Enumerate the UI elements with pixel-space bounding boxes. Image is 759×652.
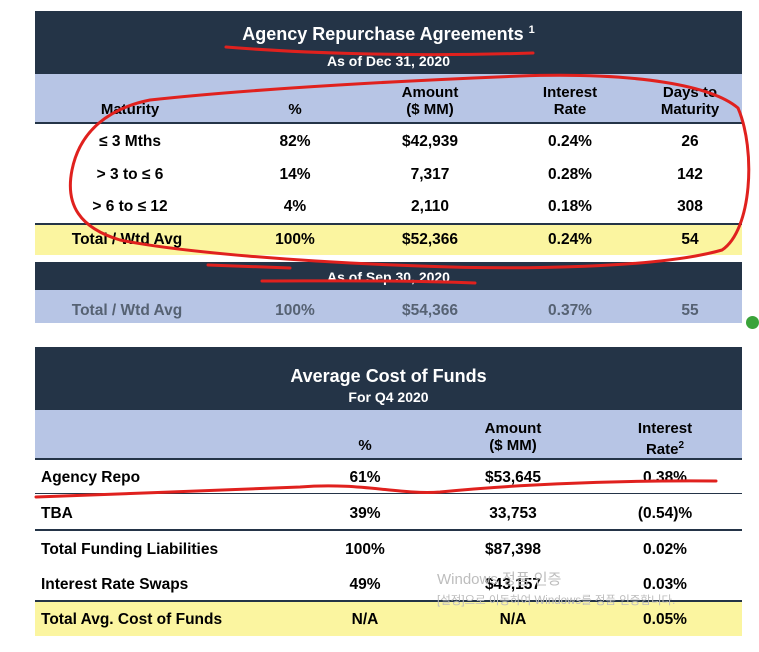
repo-prior-bar: As of Sep 30, 2020 xyxy=(35,262,742,290)
repo-total-rate: 0.24% xyxy=(548,231,592,248)
cof-header-pct: % xyxy=(358,437,372,454)
repo-row-amount: 7,317 xyxy=(410,166,450,183)
cof-row-amount: $87,398 xyxy=(484,541,542,558)
cof-row-rate: 0.03% xyxy=(643,576,687,593)
watermark-line1: Windows 정품 인증 xyxy=(437,571,562,588)
cof-row-label: TBA xyxy=(41,505,73,522)
repo-row-rate: 0.24% xyxy=(548,133,592,150)
cof-row-pct: 100% xyxy=(345,541,385,558)
cof-total-amount: N/A xyxy=(499,611,527,628)
repo-header-amount-l2: ($ MM) xyxy=(406,101,454,118)
repo-header-rate: Interest Rate xyxy=(520,84,620,118)
repo-row-rate: 0.28% xyxy=(548,166,592,183)
cof-header-rule xyxy=(35,458,742,460)
table-row: Interest Rate Swaps 49% $43,157 0.03% xyxy=(35,576,742,596)
cof-header-rate-footnote: 2 xyxy=(678,440,685,451)
repo-total-pct: 100% xyxy=(275,231,315,248)
repo-row-pct: 14% xyxy=(279,166,311,183)
repo-header-maturity: Maturity xyxy=(100,101,160,118)
repo-prior-total-amount: $54,366 xyxy=(401,302,459,319)
repo-row-amount: 2,110 xyxy=(411,198,449,215)
repo-title-bar: Agency Repurchase Agreements 1 As of Dec… xyxy=(35,11,742,74)
table-row: > 6 to ≤ 12 4% 2,110 0.18% 308 xyxy=(35,198,742,218)
cof-total-row: Total Avg. Cost of Funds N/A N/A 0.05% xyxy=(35,602,742,636)
table-row: TBA 39% 33,753 (0.54)% xyxy=(35,505,742,525)
repo-row-maturity: ≤ 3 Mths xyxy=(99,133,161,150)
cof-header-rate-l1: Interest xyxy=(637,420,693,437)
cof-row-pct: 39% xyxy=(349,505,381,522)
cof-total-rule xyxy=(35,600,742,602)
repo-row-rate: 0.18% xyxy=(548,198,592,215)
repo-row-days: 26 xyxy=(681,133,699,150)
cof-row-amount: $53,645 xyxy=(484,469,542,486)
repo-prior-total-rate: 0.37% xyxy=(548,302,592,319)
repo-title-footnote: 1 xyxy=(528,24,535,36)
repo-header-rule xyxy=(35,122,742,124)
repo-total-amount: $52,366 xyxy=(401,231,459,248)
repo-total-days: 54 xyxy=(681,231,699,248)
cof-row-label: Agency Repo xyxy=(41,469,141,486)
cof-row-rule xyxy=(35,529,742,531)
repo-header-rate-l2: Rate xyxy=(553,101,587,118)
cof-row-amount: 33,753 xyxy=(489,505,537,522)
cof-row-rate: 0.38% xyxy=(643,469,687,486)
cof-header-row: % Amount ($ MM) Interest Rate2 xyxy=(35,410,742,458)
cof-row-label: Total Funding Liabilities xyxy=(41,541,219,558)
cof-header-rate-l2-text: Rate xyxy=(645,441,679,458)
table-row: > 3 to ≤ 6 14% 7,317 0.28% 142 xyxy=(35,166,742,186)
cof-subtitle: For Q4 2020 xyxy=(348,389,429,405)
repo-header-days-l2: Maturity xyxy=(660,101,720,118)
cof-row-label: Interest Rate Swaps xyxy=(41,576,189,593)
repo-header-days: Days to Maturity xyxy=(645,84,735,118)
cof-row-rule xyxy=(35,493,742,494)
cof-header-amount-l1: Amount xyxy=(484,420,542,437)
repo-prior-total-days: 55 xyxy=(681,302,699,319)
repo-row-days: 308 xyxy=(677,198,703,215)
cof-title-bar: Average Cost of Funds For Q4 2020 xyxy=(35,347,742,410)
repo-header-amount: Amount ($ MM) xyxy=(380,84,480,118)
cof-total-pct: N/A xyxy=(351,611,379,628)
cof-header-amount: Amount ($ MM) xyxy=(463,420,563,454)
repo-header-amount-l1: Amount xyxy=(401,84,459,101)
cof-row-rate: 0.02% xyxy=(643,541,687,558)
repo-prior-total-row: Total / Wtd Avg 100% $54,366 0.37% 55 xyxy=(35,290,742,323)
table-row: Total Funding Liabilities 100% $87,398 0… xyxy=(35,541,742,561)
repo-title-text: Agency Repurchase Agreements xyxy=(242,24,524,44)
repo-header-row: Maturity % Amount ($ MM) Interest Rate D… xyxy=(35,74,742,122)
repo-title: Agency Repurchase Agreements 1 xyxy=(35,24,742,45)
cof-row-pct: 61% xyxy=(349,469,381,486)
repo-row-pct: 4% xyxy=(283,198,307,215)
repo-header-rate-l1: Interest xyxy=(542,84,598,101)
repo-row-maturity: > 3 to ≤ 6 xyxy=(96,166,164,183)
green-marker-icon xyxy=(746,316,759,329)
watermark-line2: [설정]으로 이동하여 Windows를 정품 인증합니다. xyxy=(437,595,676,607)
repo-row-days: 142 xyxy=(677,166,703,183)
table-row: Agency Repo 61% $53,645 0.38% xyxy=(35,469,742,489)
repo-prior-total-pct: 100% xyxy=(275,302,315,319)
cof-row-amount: $43,157 xyxy=(484,576,542,593)
cof-header-amount-l2: ($ MM) xyxy=(489,437,537,454)
cof-header-rate: Interest Rate2 xyxy=(615,420,715,458)
repo-as-of: As of Dec 31, 2020 xyxy=(327,53,450,69)
repo-row-amount: $42,939 xyxy=(401,133,459,150)
repo-header-days-l1: Days to xyxy=(662,84,718,101)
cof-header-rate-l2: Rate2 xyxy=(615,437,715,458)
repo-prior-total-label: Total / Wtd Avg xyxy=(71,302,183,319)
cof-row-pct: 49% xyxy=(349,576,381,593)
cof-row-rate: (0.54)% xyxy=(637,505,693,522)
cof-total-label: Total Avg. Cost of Funds xyxy=(41,611,223,628)
cof-title: Average Cost of Funds xyxy=(290,366,487,386)
repo-total-row: Total / Wtd Avg 100% $52,366 0.24% 54 xyxy=(35,225,742,255)
repo-row-pct: 82% xyxy=(279,133,311,150)
repo-total-label: Total / Wtd Avg xyxy=(71,231,183,248)
repo-row-maturity: > 6 to ≤ 12 xyxy=(92,198,168,215)
repo-prior-as-of: As of Sep 30, 2020 xyxy=(327,269,450,285)
table-row: ≤ 3 Mths 82% $42,939 0.24% 26 xyxy=(35,133,742,153)
repo-header-pct: % xyxy=(288,101,302,118)
cof-total-rate: 0.05% xyxy=(643,611,687,628)
